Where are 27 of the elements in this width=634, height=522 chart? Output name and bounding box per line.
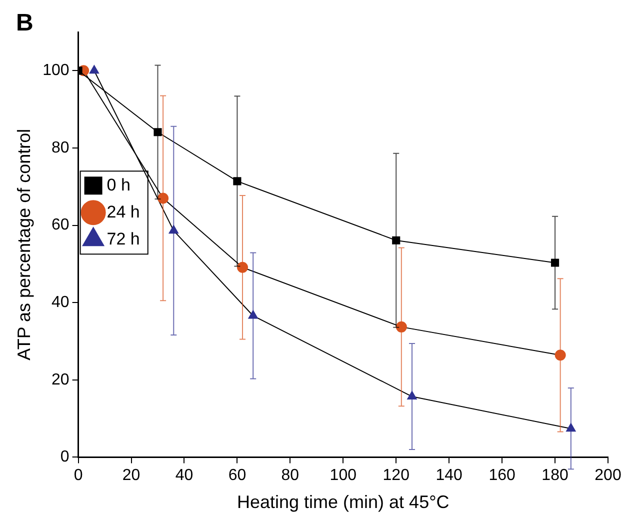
x-tick-label: 140 (436, 467, 463, 484)
x-axis-title: Heating time (min) at 45°C (237, 492, 450, 512)
y-tick-label: 0 (60, 448, 70, 466)
y-tick-label: 80 (52, 139, 70, 156)
y-tick-label: 20 (52, 371, 70, 388)
y-tick-label: 40 (52, 294, 70, 311)
point (554, 350, 566, 361)
x-tick-label: 120 (382, 467, 410, 484)
legend-label: 24 h (106, 202, 140, 222)
legend-label: 72 h (106, 229, 140, 248)
x-tick-label: 20 (122, 467, 140, 484)
x-tick-label: 100 (330, 467, 357, 484)
x-tick-label: 0 (74, 467, 83, 484)
text: B (16, 10, 34, 37)
point (89, 65, 100, 74)
y-axis-title: ATP as percentage of control (14, 128, 34, 360)
x-tick-label: 40 (175, 467, 194, 484)
x-tick-label: 180 (542, 467, 568, 484)
point (550, 258, 560, 267)
x-tick-label: 60 (228, 467, 246, 484)
point (154, 128, 162, 136)
x-tick-label: 80 (281, 467, 300, 484)
y-tick-label: 100 (42, 62, 70, 80)
legend-label: 0 h (106, 175, 130, 194)
y-tick-label: 60 (52, 216, 70, 234)
x-tick-label: 200 (594, 467, 622, 484)
x-tick-label: 160 (488, 467, 516, 484)
